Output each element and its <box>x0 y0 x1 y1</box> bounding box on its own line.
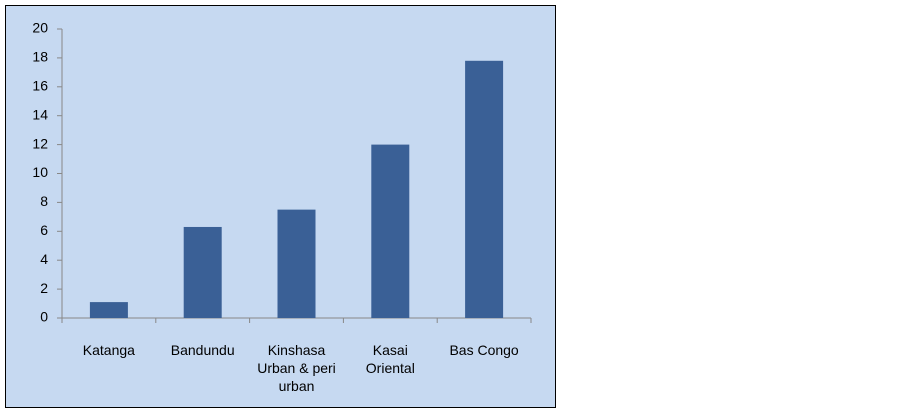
bar <box>465 60 504 318</box>
bar <box>183 226 222 318</box>
y-tick-label: 2 <box>40 280 48 296</box>
y-tick-label: 8 <box>40 193 48 209</box>
x-tick-label: Kinshasa Urban & peri urban <box>257 342 336 394</box>
x-tick-label: Katanga <box>82 342 135 358</box>
bar <box>277 209 316 318</box>
y-tick-label: 12 <box>32 135 48 151</box>
bar <box>371 144 410 318</box>
x-tick-label: Kasai Oriental <box>365 342 415 376</box>
y-tick-label: 16 <box>32 78 48 94</box>
y-tick-label: 10 <box>32 164 48 180</box>
y-tick-label: 6 <box>40 222 48 238</box>
y-tick-label: 0 <box>40 309 48 325</box>
x-tick-label: Bandundu <box>170 342 235 358</box>
y-tick-label: 14 <box>32 106 48 122</box>
chart-panel: 0 2 4 6 8 10 12 14 16 18 20 Katanga Bandundu Kinshas… <box>5 5 556 408</box>
y-tick-label: 18 <box>32 49 48 65</box>
bar <box>89 302 128 318</box>
y-tick-label: 20 <box>32 20 48 36</box>
chart: 0 2 4 6 8 10 12 14 16 18 20 <box>32 20 532 325</box>
y-tick-label: 4 <box>40 251 48 267</box>
x-tick-label: Bas Congo <box>449 342 519 358</box>
